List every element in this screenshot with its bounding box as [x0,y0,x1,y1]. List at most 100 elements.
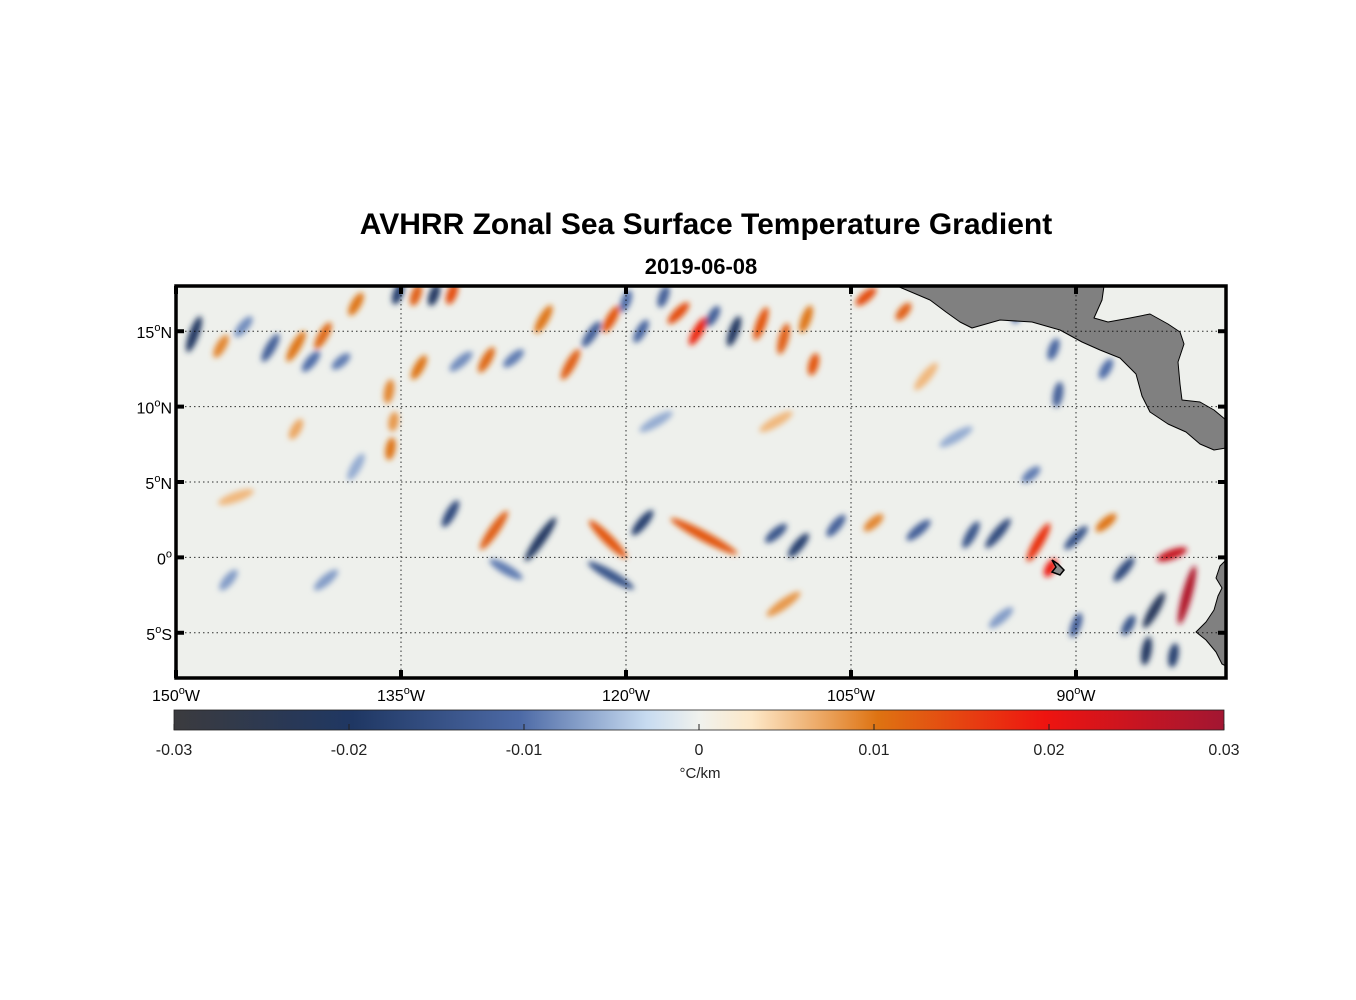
negative-gradient-feature [234,316,253,338]
negative-gradient-feature [639,411,673,433]
y-tick-label: 5oN [145,473,172,493]
negative-gradient-feature [587,561,635,590]
land-masses [896,286,1226,667]
positive-gradient-feature [799,305,813,333]
negative-gradient-feature [619,290,633,313]
negative-gradient-feature [441,500,460,528]
x-tick-label: 135oW [377,685,426,705]
positive-gradient-feature [479,510,509,550]
negative-gradient-feature [631,510,654,536]
positive-gradient-feature [667,302,690,324]
negative-gradient-feature [1168,643,1179,668]
y-tick-label: 5oS [146,624,172,644]
negative-gradient-feature [787,533,810,558]
positive-gradient-feature [777,323,790,355]
positive-gradient-feature [753,307,769,341]
x-tick-label: 105oW [827,685,876,705]
negative-gradient-feature [657,286,670,308]
negative-gradient-feature [347,453,365,481]
colorbar-unit-label: °C/km [680,765,721,782]
positive-gradient-feature [314,322,332,350]
negative-gradient-feature [1052,381,1064,408]
negative-gradient-feature [1113,557,1135,582]
positive-gradient-feature [348,292,364,316]
positive-gradient-feature [385,437,396,461]
x-tick-label: 150oW [152,685,201,705]
negative-gradient-feature [219,569,238,591]
positive-gradient-feature [388,411,399,432]
colorbar-tick-label: 0 [695,742,704,759]
negative-gradient-feature [764,523,788,543]
colorbar-tick-label: 0.03 [1208,742,1239,759]
positive-gradient-feature [445,286,459,305]
positive-gradient-feature [759,411,793,433]
negative-gradient-feature [313,569,339,591]
positive-gradient-feature [914,362,938,391]
positive-gradient-feature [895,302,912,321]
negative-gradient-feature [985,518,1011,549]
negative-gradient-feature [524,517,557,562]
positive-gradient-feature [383,379,395,404]
positive-gradient-feature [560,349,581,380]
colorbar-tick-label: -0.03 [156,742,193,759]
negative-gradient-feature [705,305,721,327]
colorbar: -0.03 -0.02 -0.01 0 0.01 0.02 0.03 °C/km [156,709,1240,782]
colorbar-tick-label: 0.01 [858,742,889,759]
negative-gradient-feature [1064,525,1088,550]
positive-gradient-feature [670,518,738,555]
positive-gradient-feature [863,513,884,532]
negative-gradient-feature [261,333,280,362]
negative-gradient-feature [1140,636,1153,666]
y-axis-tick-labels: 15oN 10oN 5oN 0o 5oS [137,322,172,644]
positive-gradient-feature [1026,523,1051,562]
land-galapagos [1050,559,1066,576]
negative-gradient-feature [427,286,441,306]
colorbar-tick-label: -0.01 [506,742,543,759]
positive-gradient-feature [478,347,495,373]
negative-gradient-feature [581,321,602,348]
negative-gradient-feature [962,521,980,549]
negative-gradient-feature [185,316,203,353]
negative-gradient-feature [1142,592,1166,629]
colorbar-tick-label: -0.02 [331,742,368,759]
negative-gradient-feature [1021,466,1041,483]
y-tick-label: 15oN [137,322,172,342]
negative-gradient-feature [503,349,524,368]
negative-gradient-feature [1047,338,1060,361]
negative-gradient-feature [331,353,351,370]
positive-gradient-feature [288,418,304,440]
positive-gradient-feature [1177,565,1197,625]
negative-gradient-feature [826,514,846,537]
positive-gradient-feature [218,489,254,506]
positive-gradient-feature [1156,547,1188,562]
negative-gradient-feature [939,426,973,448]
negative-gradient-feature [1069,612,1083,638]
positive-gradient-feature [534,305,553,334]
positive-gradient-feature [807,353,820,376]
negative-gradient-feature [489,558,523,580]
figure-subtitle: 2019-06-08 [645,254,758,279]
positive-gradient-feature [213,334,229,358]
figure-title: AVHRR Zonal Sea Surface Temperature Grad… [360,208,1052,241]
positive-gradient-feature [602,305,620,333]
colorbar-tick-label: 0.02 [1033,742,1064,759]
positive-gradient-feature [286,330,306,362]
x-axis-tick-labels: 150oW 135oW 120oW 105oW 90oW [152,685,1096,705]
positive-gradient-feature [766,591,801,617]
positive-gradient-feature [1095,513,1117,532]
land-south-america [1195,559,1226,667]
positive-gradient-feature [588,520,628,559]
y-tick-label: 10oN [137,398,172,418]
negative-gradient-feature [301,350,321,372]
x-tick-label: 90oW [1056,685,1096,705]
x-tick-label: 120oW [602,685,651,705]
positive-gradient-feature [409,286,423,306]
positive-gradient-feature [855,287,877,306]
positive-gradient-feature [410,355,428,380]
map-panel: 150oW 135oW 120oW 105oW 90oW 15oN 10oN 5oN 0o 5o… [137,284,1228,705]
frame-ticks [174,286,1226,678]
colorbar-ticks: -0.03 -0.02 -0.01 0 0.01 0.02 0.03 [156,724,1240,759]
negative-gradient-feature [906,519,931,541]
land-central-america [896,286,1226,451]
